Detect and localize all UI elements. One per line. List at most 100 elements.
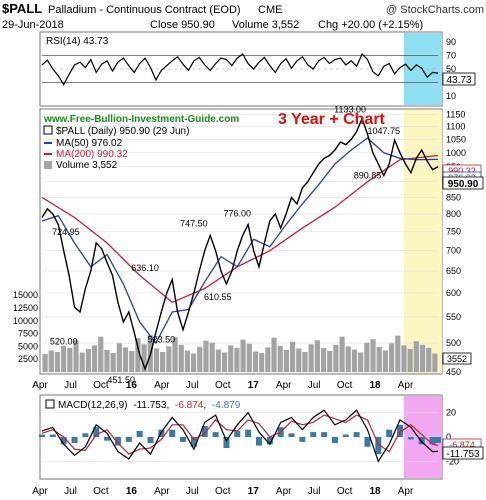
price-annotation-label: 636.10 [131, 263, 159, 273]
x-axis-top-label: Apr [398, 380, 414, 391]
chart-description: Palladium - Continuous Contract (EOD) [48, 4, 241, 16]
macd-histogram-bar [114, 437, 121, 446]
price-tick-label: 1150 [446, 109, 465, 119]
chart-volume: Volume 3,552 [232, 19, 299, 31]
volume-bar [215, 349, 221, 372]
rsi-last-badge-box [442, 72, 476, 86]
macd-histogram-bar [266, 437, 273, 445]
volume-bar [320, 347, 327, 372]
volume-tick-label: 2500 [18, 354, 38, 364]
volume-bar [395, 335, 401, 372]
volume-bar [191, 353, 197, 372]
volume-bar [221, 352, 228, 372]
macd-legend-swatch [45, 399, 55, 409]
x-axis-bottom-label: Jul [186, 486, 199, 497]
volume-bar [327, 350, 333, 372]
volume-bar [382, 350, 388, 372]
macd-histogram-bar [245, 429, 252, 437]
legend-swatch-price [43, 125, 53, 135]
volume-bar [364, 342, 370, 372]
site-url: www.Free-Bullion-Investment-Guide.com [43, 114, 239, 125]
volume-bar [345, 346, 351, 372]
macd-legend: MACD(12,26,9) -11.753, -6.874, -4.879 [45, 399, 241, 411]
legend-volume: Volume 3,552 [56, 160, 118, 171]
volume-bar [265, 347, 271, 372]
legend-price: $PALL (Daily) 950.90 (29 Jun) [56, 126, 189, 137]
price-tick-label: 800 [446, 209, 461, 219]
rsi-tick-label: 90 [446, 37, 456, 47]
rsi-panel: 9070503010 RSI(14) 43.73 43.73 [39, 31, 476, 107]
macd-value-1: -11.753 [133, 400, 167, 411]
macd-histogram-bar [71, 437, 78, 444]
volume-bar [271, 337, 277, 372]
chart-exchange: CME [258, 4, 282, 16]
x-axis-bottom-label: Jul [64, 486, 77, 497]
volume-bar [122, 347, 129, 372]
volume-bar [141, 344, 147, 372]
macd-histogram-bar [147, 437, 154, 444]
x-axis-bottom-label: Oct [215, 486, 231, 497]
price-tick-label: 650 [446, 266, 461, 276]
volume-bar [308, 344, 314, 372]
price-annotations: 724.95 636.10 747.50 776.00 1133.00 1047.75 52… [50, 104, 400, 385]
x-axis-bottom-label: Apr [32, 486, 48, 497]
macd-histogram-bar [429, 437, 436, 445]
volume-bar [129, 350, 135, 372]
x-axis-bottom-label: Oct [337, 486, 353, 497]
x-axis-bottom-label: 16 [126, 486, 138, 497]
x-axis-bottom-label: Apr [276, 486, 292, 497]
volume-bar [376, 346, 382, 372]
volume-bar [314, 340, 320, 372]
price-tick-label: 550 [446, 312, 461, 322]
ma200-last-badge: 990.32 [448, 166, 476, 176]
volume-bar [92, 345, 98, 372]
x-axis-bottom-label: Jul [308, 486, 321, 497]
volume-bar [370, 339, 376, 372]
price-legend: $PALL (Daily) 950.90 (29 Jun) MA(50) 976… [43, 125, 189, 171]
ma50-line [41, 137, 439, 345]
volume-last-badge-box [442, 352, 472, 365]
volume-bar [85, 348, 91, 372]
price-grid [42, 114, 438, 373]
x-axis-top-label: Jul [64, 380, 77, 391]
svg-text:MACD(12,26,9) -11.753,: MACD(12,26,9) -11.753, -6.874, -4.879 [58, 400, 241, 411]
chart-change: Chg +20.00 (+2.15%) [318, 19, 423, 31]
volume-bar [333, 344, 339, 372]
x-axis-top-label: Oct [93, 380, 109, 391]
volume-bar [209, 342, 215, 372]
rsi-tick-label: 50 [446, 64, 456, 74]
volume-bar [166, 346, 172, 372]
price-tick-label: 1000 [446, 148, 466, 158]
volume-bar [389, 343, 395, 372]
price-panel: 724.95 636.10 747.50 776.00 1133.00 1047.75 52… [13, 104, 484, 385]
legend-ma200: MA(200) 990.32 [56, 149, 128, 160]
volume-tick-label: 10000 [13, 316, 38, 326]
price-annotation-label: 1133.00 [334, 104, 366, 114]
legend-swatch-volume [44, 161, 52, 169]
x-axis-top-label: Apr [32, 380, 48, 391]
macd-histogram-bar [342, 434, 349, 437]
price-tick-label: 850 [446, 192, 461, 202]
macd-histogram-bar [397, 424, 404, 437]
macd-histogram-bar [288, 433, 295, 437]
macd-signal-line [41, 414, 439, 455]
x-axis-top-label: Oct [337, 380, 353, 391]
price-tick-label: 750 [446, 227, 461, 237]
volume-bar [73, 340, 79, 372]
volume-bar [426, 347, 432, 372]
macd-histogram-bar [49, 434, 56, 437]
macd-histogram-bar [39, 434, 45, 437]
volume-bar [259, 353, 265, 372]
rsi-last-badge: 43.73 [446, 75, 471, 86]
volume-tick-label: 5000 [18, 341, 38, 351]
macd-histogram-bar [435, 437, 441, 443]
macd-last-badge: -11.753 [446, 449, 480, 460]
price-annotation-label: 776.00 [224, 208, 252, 218]
macd-histogram-bar [353, 432, 360, 437]
volume-bar [277, 345, 283, 372]
volume-bar [67, 347, 73, 372]
macd-histogram-bar [299, 437, 306, 442]
volume-bar [413, 341, 419, 372]
volume-bar [79, 352, 85, 372]
